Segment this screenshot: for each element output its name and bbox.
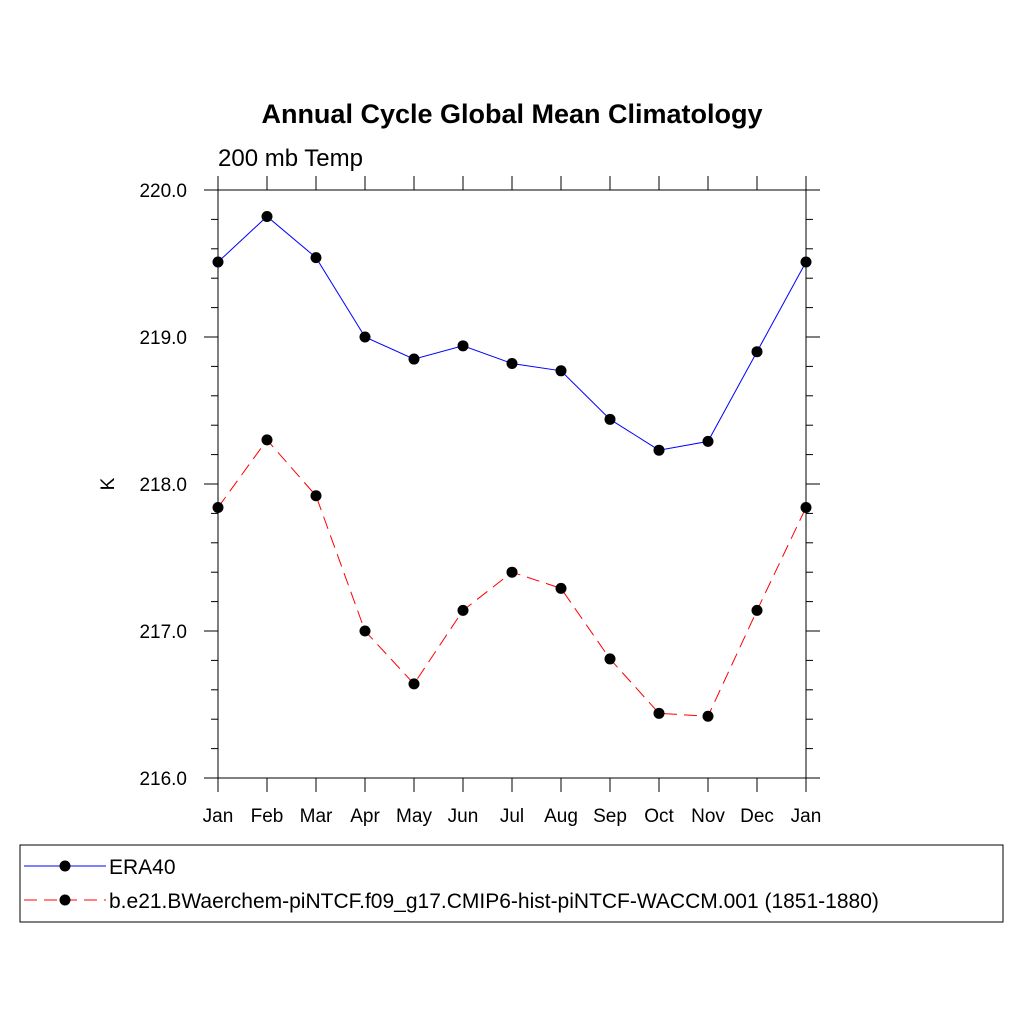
data-point-series-1: [555, 582, 567, 594]
series-line-1: [217, 439, 807, 717]
series-line-0: [217, 215, 807, 451]
y-tick-label: 220.0: [139, 181, 187, 202]
y-tick-label: 217.0: [139, 622, 187, 643]
data-point-series-0: [506, 357, 518, 369]
data-point-series-0: [457, 340, 469, 352]
data-point-series-0: [261, 210, 273, 222]
major-ticks: [204, 176, 820, 792]
data-point-series-0: [408, 353, 420, 365]
x-tick-label: Jun: [448, 806, 479, 827]
y-tick-label: 216.0: [139, 769, 187, 790]
legend-label: ERA40: [109, 856, 176, 879]
x-tick-label: Aug: [544, 806, 578, 827]
data-point-series-1: [457, 604, 469, 616]
data-point-series-1: [800, 502, 812, 514]
data-point-series-0: [359, 331, 371, 343]
x-tick-label: Sep: [593, 806, 627, 827]
y-tick-label: 218.0: [139, 475, 187, 496]
data-point-series-0: [751, 346, 763, 358]
data-point-series-0: [212, 256, 224, 268]
data-point-series-0: [604, 413, 616, 425]
x-tick-label: Apr: [350, 806, 380, 827]
data-point-series-1: [751, 604, 763, 616]
minor-ticks: [211, 189, 813, 779]
y-axis-label: K: [98, 477, 119, 490]
series-layer: [212, 210, 812, 722]
x-tick-label: Dec: [740, 806, 774, 827]
data-point-series-1: [408, 678, 420, 690]
data-point-series-0: [800, 256, 812, 268]
y-tick-label: 219.0: [139, 328, 187, 349]
data-point-series-1: [604, 653, 616, 665]
x-tick-label: Nov: [691, 806, 725, 827]
legend-swatch-marker: [59, 894, 71, 906]
legend-swatch-marker: [59, 860, 71, 872]
x-tick-label: Feb: [251, 806, 284, 827]
x-tick-label: Jul: [500, 806, 524, 827]
data-point-series-0: [310, 252, 322, 264]
chart-subtitle: 200 mb Temp: [218, 145, 363, 172]
legend-box: [19, 844, 1004, 923]
legend-label: b.e21.BWaerchem-piNTCF.f09_g17.CMIP6-his…: [109, 890, 879, 913]
data-point-series-1: [310, 490, 322, 502]
x-tick-label: Mar: [300, 806, 333, 827]
y-tick-labels: 216.0 217.0 218.0 219.0 220.0: [139, 181, 187, 790]
x-tick-label: May: [396, 806, 432, 827]
data-point-series-0: [653, 444, 665, 456]
x-tick-label: Jan: [203, 806, 234, 827]
data-point-series-0: [702, 435, 714, 447]
data-point-series-0: [555, 365, 567, 377]
x-tick-label: Jan: [791, 806, 822, 827]
data-point-series-1: [359, 625, 371, 637]
data-point-series-1: [653, 707, 665, 719]
data-point-series-1: [261, 434, 273, 446]
x-tick-labels: Jan Feb Mar Apr May Jun Jul Aug Sep Oct Nov Dec Jan: [203, 806, 822, 827]
legend: ERA40 b.e21.BWaerchem-piNTCF.f09_g17.CMIP…: [19, 844, 1004, 923]
data-point-series-1: [702, 710, 714, 722]
chart-title: Annual Cycle Global Mean Climatology: [261, 99, 762, 129]
plot-frame: [217, 189, 807, 779]
data-point-series-1: [506, 566, 518, 578]
data-point-series-1: [212, 502, 224, 514]
x-tick-label: Oct: [644, 806, 674, 827]
